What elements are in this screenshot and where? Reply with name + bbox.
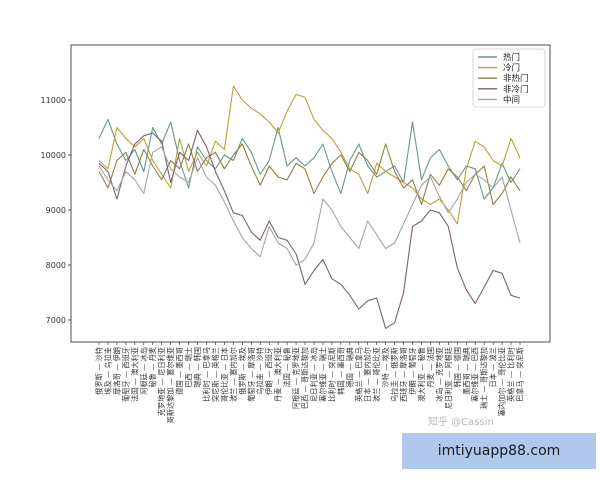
plot-area bbox=[70, 44, 551, 343]
x-tick-label: 瑞士 — 哥斯达黎加 bbox=[480, 347, 489, 409]
x-tick-label: 突尼斯 — 英格兰 bbox=[211, 347, 220, 402]
y-tick-label: 11000 bbox=[41, 96, 66, 105]
x-tick-label: 俄罗斯 — 沙特 bbox=[95, 347, 104, 395]
x-tick-label: 摩洛哥 — 伊朗 bbox=[112, 347, 121, 395]
x-tick-label: 丹麦 — 法国 bbox=[426, 347, 435, 388]
x-tick-label: 法国 — 澳大利亚 bbox=[130, 347, 139, 402]
y-axis: 7000 8000 9000 10000 11000 bbox=[41, 96, 71, 325]
y-tick-label: 7000 bbox=[46, 316, 66, 325]
x-tick-label: 德国 — 瑞典 bbox=[345, 347, 354, 388]
x-tick-label: 波兰 — 哥伦比亚 bbox=[372, 347, 381, 402]
x-tick-label: 秘鲁 — 丹麦 bbox=[148, 347, 157, 388]
x-tick-label: 瑞典 — 韩国 bbox=[193, 347, 202, 388]
x-tick-label: 伊朗 — 西班牙 bbox=[265, 347, 274, 395]
x-tick-label: 比利时 — 突尼斯 bbox=[327, 347, 336, 402]
x-tick-label: 葡萄牙 — 西班牙 bbox=[121, 347, 130, 402]
x-tick-label: 澳大利亚 — 秘鲁 bbox=[417, 347, 426, 402]
x-tick-label: 比利时 — 巴拿马 bbox=[202, 347, 211, 402]
x-tick-label: 阿根廷 — 克罗地亚 bbox=[292, 347, 301, 409]
legend-label: 非热门 bbox=[503, 73, 529, 84]
series-line-1 bbox=[98, 85, 521, 225]
x-tick-label: 丹麦 — 澳大利亚 bbox=[274, 347, 283, 402]
legend-label: 冷门 bbox=[503, 63, 520, 74]
x-tick-label: 塞尔维亚 — 巴西 bbox=[471, 347, 480, 402]
x-axis: 俄罗斯 — 沙特 埃及 — 乌拉圭 摩洛哥 — 伊朗 葡萄牙 — 西班牙 法国 — 澳大… bbox=[95, 342, 525, 423]
x-tick-label: 乌拉圭 — 沙特 bbox=[256, 347, 265, 395]
x-tick-label: 塞内加尔 — 哥伦比亚 bbox=[498, 347, 507, 416]
x-tick-label: 尼日利亚 — 冰岛 bbox=[309, 347, 318, 402]
x-tick-label: 日本 — 塞内加尔 bbox=[363, 347, 372, 402]
x-tick-label: 塞尔维亚 — 瑞士 bbox=[318, 347, 327, 402]
site-banner: imtiyuapp88.com bbox=[402, 433, 596, 469]
x-tick-label: 葡萄牙 — 摩洛哥 bbox=[247, 347, 256, 402]
series-line-4 bbox=[98, 146, 521, 266]
x-tick-label: 巴拿马 — 突尼斯 bbox=[516, 347, 525, 402]
x-tick-label: 西班牙 — 摩洛哥 bbox=[399, 347, 408, 402]
banner-text: imtiyuapp88.com bbox=[437, 443, 561, 459]
legend-label: 非冷门 bbox=[503, 84, 529, 95]
series-line-3 bbox=[98, 129, 521, 329]
x-tick-label: 德国 — 墨西哥 bbox=[175, 347, 184, 395]
y-tick-label: 9000 bbox=[46, 206, 66, 215]
x-tick-label: 法国 — 秘鲁 bbox=[283, 347, 292, 388]
x-tick-label: 日本 — 波兰 bbox=[489, 347, 498, 388]
x-tick-label: 英格兰 — 比利时 bbox=[507, 347, 516, 402]
x-tick-label: 沙特 — 埃及 bbox=[381, 347, 390, 388]
x-tick-label: 尼日利亚 — 阿根廷 bbox=[444, 347, 453, 409]
y-tick-label: 8000 bbox=[46, 261, 66, 270]
series-lines bbox=[98, 85, 521, 329]
x-tick-label: 巴西 — 哥斯达黎加 bbox=[301, 347, 310, 409]
x-tick-label: 埃及 — 乌拉圭 bbox=[103, 347, 112, 395]
x-tick-label: 乌拉圭 — 俄罗斯 bbox=[390, 347, 399, 402]
x-tick-label: 哥斯达黎加 — 塞尔维亚 bbox=[166, 347, 175, 423]
x-tick-label: 俄罗斯 — 埃及 bbox=[238, 347, 247, 395]
x-tick-label: 韩国 — 墨西哥 bbox=[336, 347, 345, 395]
legend-label: 热门 bbox=[503, 52, 520, 63]
x-tick-label: 英格兰 — 巴拿马 bbox=[354, 347, 363, 402]
legend-box bbox=[472, 48, 546, 108]
series-line-0 bbox=[98, 118, 521, 200]
x-tick-label: 韩国 — 德国 bbox=[453, 347, 462, 388]
x-tick-label: 克罗地亚 — 尼日利亚 bbox=[157, 347, 166, 416]
x-tick-label: 冰岛 — 克罗地亚 bbox=[435, 347, 444, 402]
x-tick-label: 阿根廷 — 冰岛 bbox=[139, 347, 148, 395]
x-tick-label: 墨西哥 — 瑞典 bbox=[462, 347, 471, 395]
x-tick-label: 巴西 — 瑞士 bbox=[184, 347, 193, 388]
y-tick-label: 10000 bbox=[41, 151, 66, 160]
x-tick-label: 哥伦比亚 — 日本 bbox=[220, 347, 229, 402]
x-tick-label: 波兰 — 塞内加尔 bbox=[229, 347, 238, 402]
legend-label: 中间 bbox=[503, 94, 520, 105]
watermark: 知乎 @Cassin bbox=[428, 415, 494, 428]
x-tick-label: 伊朗 — 葡萄牙 bbox=[408, 347, 417, 395]
